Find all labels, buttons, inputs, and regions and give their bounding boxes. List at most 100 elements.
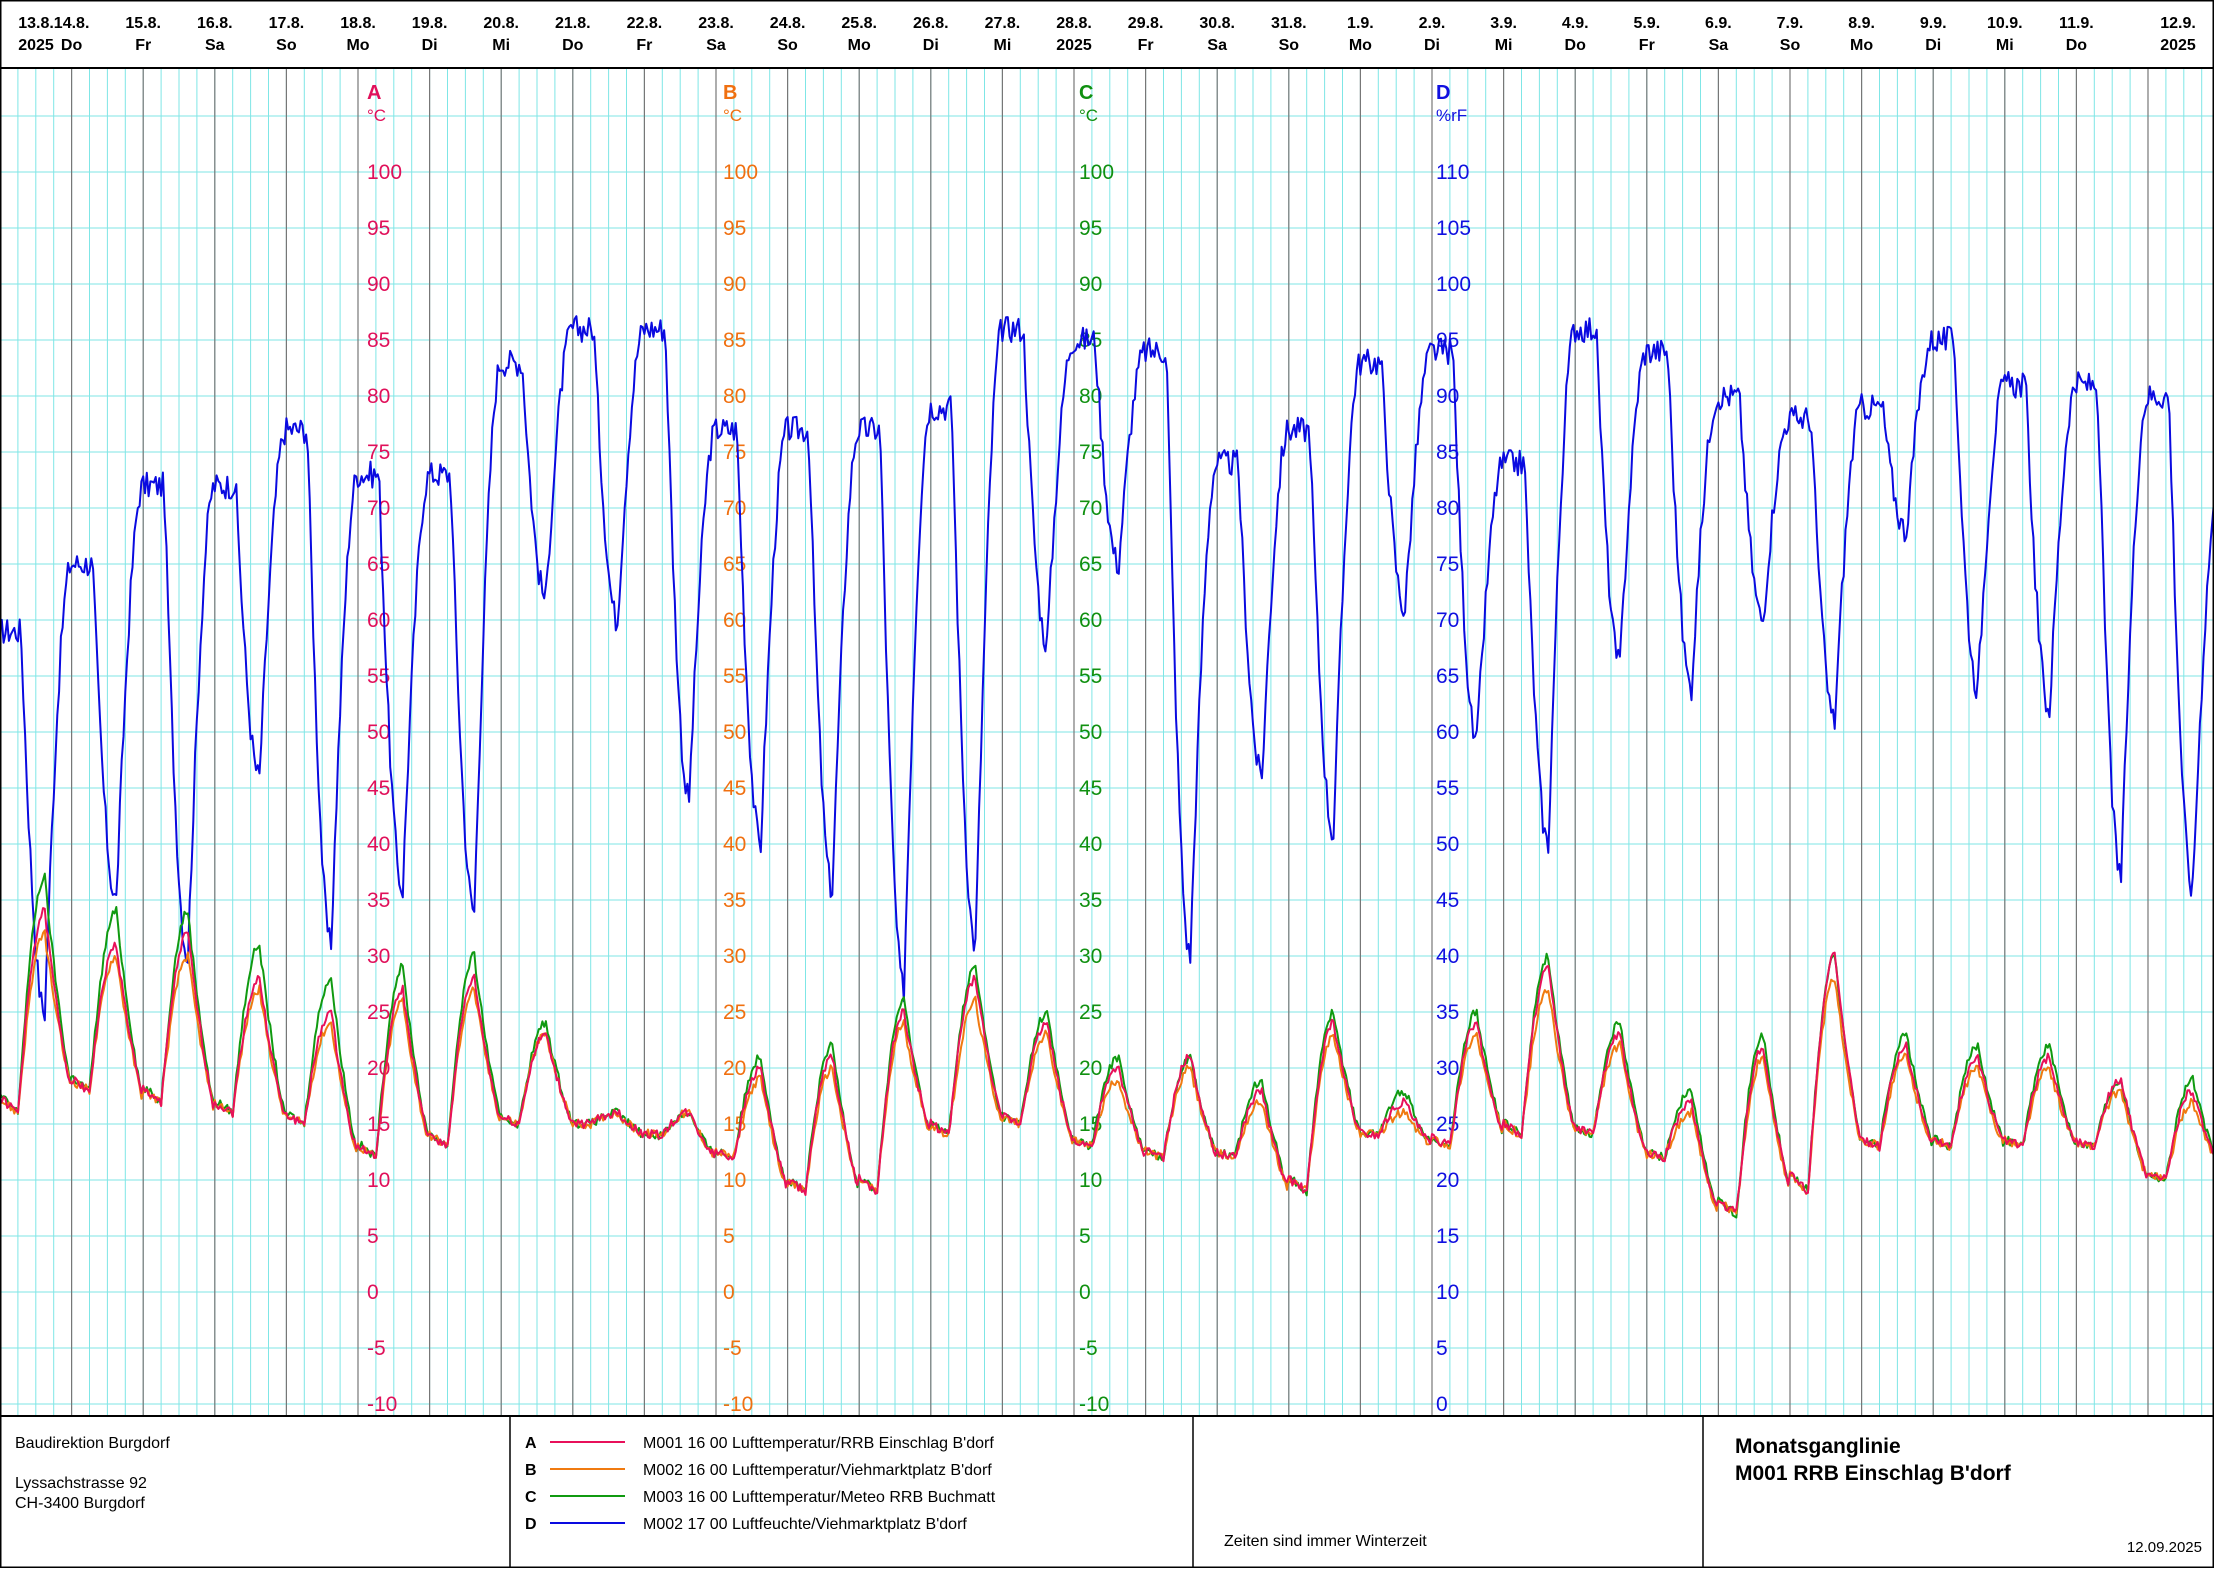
org-city: CH-3400 Burgdorf	[15, 1495, 145, 1512]
day-sub-label: 2025	[2160, 37, 2196, 54]
day-sub-label: Mi	[1495, 37, 1513, 54]
print-date: 12.09.2025	[2127, 1539, 2202, 1556]
axis-D-tick: 0	[1436, 1393, 1448, 1416]
axis-D-tick: 25	[1436, 1113, 1459, 1136]
axis-D-tick: 35	[1436, 1001, 1459, 1024]
axis-C-tick: 65	[1079, 553, 1102, 576]
axis-A-tick: 90	[367, 273, 390, 296]
day-sub-label: Sa	[205, 37, 225, 54]
axis-B-tick: 80	[723, 385, 746, 408]
axis-B-tick: 10	[723, 1169, 746, 1192]
axis-C-tick: 50	[1079, 721, 1102, 744]
axis-C-tick: 5	[1079, 1225, 1091, 1248]
legend-key: B	[525, 1462, 537, 1479]
day-date-label: 21.8.	[555, 15, 591, 32]
axis-A-tick: 70	[367, 497, 390, 520]
axis-D-tick: 55	[1436, 777, 1459, 800]
day-date-label: 15.8.	[125, 15, 161, 32]
axis-C-letter: C	[1079, 82, 1093, 104]
series-lines	[0, 315, 2214, 1219]
day-date-label: 27.8.	[985, 15, 1021, 32]
axis-D-tick: 75	[1436, 553, 1459, 576]
day-sub-label: So	[276, 37, 297, 54]
day-date-label: 3.9.	[1490, 15, 1517, 32]
day-date-label: 24.8.	[770, 15, 806, 32]
axis-C-tick: 45	[1079, 777, 1102, 800]
axis-C-tick: 20	[1079, 1057, 1102, 1080]
day-date-label: 17.8.	[269, 15, 305, 32]
axis-B-unit: °C	[723, 106, 742, 125]
axis-C-tick: -5	[1079, 1337, 1098, 1360]
axis-B-tick: 5	[723, 1225, 735, 1248]
axis-A-tick: 80	[367, 385, 390, 408]
axis-A-tick: 100	[367, 161, 402, 184]
axis-B-tick: 85	[723, 329, 746, 352]
legend-text: M002 16 00 Lufttemperatur/Viehmarktplatz…	[643, 1462, 992, 1479]
value-axes: A°C1009590858075706560555045403530252015…	[367, 82, 1471, 1416]
axis-C-tick: 35	[1079, 889, 1102, 912]
axis-C-tick: 90	[1079, 273, 1102, 296]
axis-C-tick: 25	[1079, 1001, 1102, 1024]
axis-D-tick: 45	[1436, 889, 1459, 912]
day-sub-label: Do	[1565, 37, 1587, 54]
axis-A-tick: 10	[367, 1169, 390, 1192]
day-date-label: 25.8.	[841, 15, 877, 32]
legend-text: M002 17 00 Luftfeuchte/Viehmarktplatz B'…	[643, 1516, 967, 1533]
axis-D-tick: 110	[1436, 161, 1469, 184]
day-sub-label: So	[1780, 37, 1801, 54]
day-date-label: 11.9.	[2059, 15, 2094, 32]
axis-D-letter: D	[1436, 82, 1450, 104]
legend: A M001 16 00 Lufttemperatur/RRB Einschlag…	[525, 1435, 996, 1533]
axis-B-tick: 90	[723, 273, 746, 296]
axis-B-tick: 100	[723, 161, 758, 184]
series-D-line	[0, 315, 2214, 1022]
axis-A-tick: 35	[367, 889, 390, 912]
org-street: Lyssachstrasse 92	[15, 1475, 147, 1492]
axis-A-unit: °C	[367, 106, 386, 125]
day-sub-label: 2025	[1056, 37, 1092, 54]
axis-A-tick: 50	[367, 721, 390, 744]
day-sub-label: Mo	[848, 37, 871, 54]
day-sub-label: Sa	[1207, 37, 1227, 54]
day-sub-label: So	[777, 37, 798, 54]
day-date-label: 22.8.	[627, 15, 663, 32]
axis-A-tick: 45	[367, 777, 390, 800]
axis-A-tick: 95	[367, 217, 390, 240]
day-date-label: 1.9.	[1347, 15, 1374, 32]
axis-D-tick: 70	[1436, 609, 1459, 632]
axis-A-letter: A	[367, 82, 381, 104]
axis-C-tick: 75	[1079, 441, 1102, 464]
axis-B-tick: 75	[723, 441, 746, 464]
day-date-label: 12.9.	[2160, 15, 2196, 32]
axis-B-tick: 20	[723, 1057, 746, 1080]
day-sub-label: Di	[1424, 37, 1440, 54]
axis-C-tick: 40	[1079, 833, 1102, 856]
chart-title-line1: Monatsganglinie	[1735, 1435, 1901, 1458]
axis-B-tick: 65	[723, 553, 746, 576]
day-sub-label: Fr	[1138, 37, 1154, 54]
axis-C-tick: 10	[1079, 1169, 1102, 1192]
day-date-label: 26.8.	[913, 15, 949, 32]
day-lines	[70, 68, 2149, 1416]
grid	[0, 68, 2214, 1416]
series-A-line	[0, 907, 2214, 1213]
axis-B-tick: -10	[723, 1393, 753, 1416]
axis-D-tick: 30	[1436, 1057, 1459, 1080]
axis-D-unit: %rF	[1436, 106, 1467, 125]
axis-B-tick: 50	[723, 721, 746, 744]
axis-D-tick: 105	[1436, 217, 1471, 240]
day-sub-label: Fr	[636, 37, 652, 54]
axis-D-tick: 50	[1436, 833, 1459, 856]
legend-text: M003 16 00 Lufttemperatur/Meteo RRB Buch…	[643, 1489, 996, 1506]
axis-C-tick: 60	[1079, 609, 1102, 632]
axis-B-tick: 45	[723, 777, 746, 800]
chart-title-line2: M001 RRB Einschlag B'dorf	[1735, 1462, 2012, 1485]
day-date-label: 16.8.	[197, 15, 233, 32]
axis-B-tick: -5	[723, 1337, 742, 1360]
day-sub-label: Do	[562, 37, 584, 54]
day-date-label: 7.9.	[1777, 15, 1804, 32]
axis-A-tick: 85	[367, 329, 390, 352]
